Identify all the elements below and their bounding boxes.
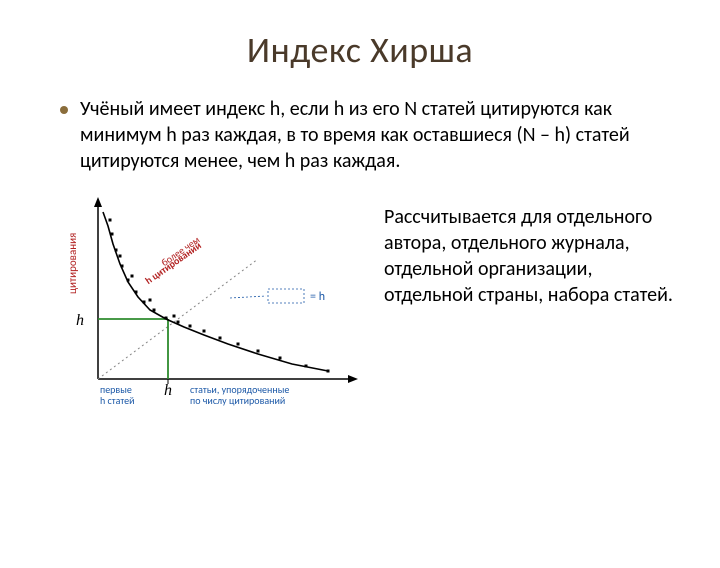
bullet-row: Учёный имеет индекс h, если h из его N с… <box>60 96 670 174</box>
slide-title: Индекс Хирша <box>0 28 720 72</box>
h-label-y-axis: h <box>76 312 84 330</box>
hirsch-chart: цитирования h первыеh статей h статьи, у… <box>70 194 360 424</box>
content-row: цитирования h первыеh статей h статьи, у… <box>0 194 720 424</box>
bullet-text: Учёный имеет индекс h, если h из его N с… <box>80 96 670 174</box>
x-caption-sorted: статьи, упорядоченныепо числу цитировани… <box>190 384 289 406</box>
bullet-icon <box>60 106 68 114</box>
side-paragraph: Рассчитывается для отдельного автора, от… <box>384 204 680 308</box>
y-axis-label: цитирования <box>66 233 79 294</box>
x-caption-first: первыеh статей <box>100 384 135 406</box>
equals-h-label: = h <box>310 290 325 304</box>
h-label-x-axis: h <box>164 382 172 400</box>
